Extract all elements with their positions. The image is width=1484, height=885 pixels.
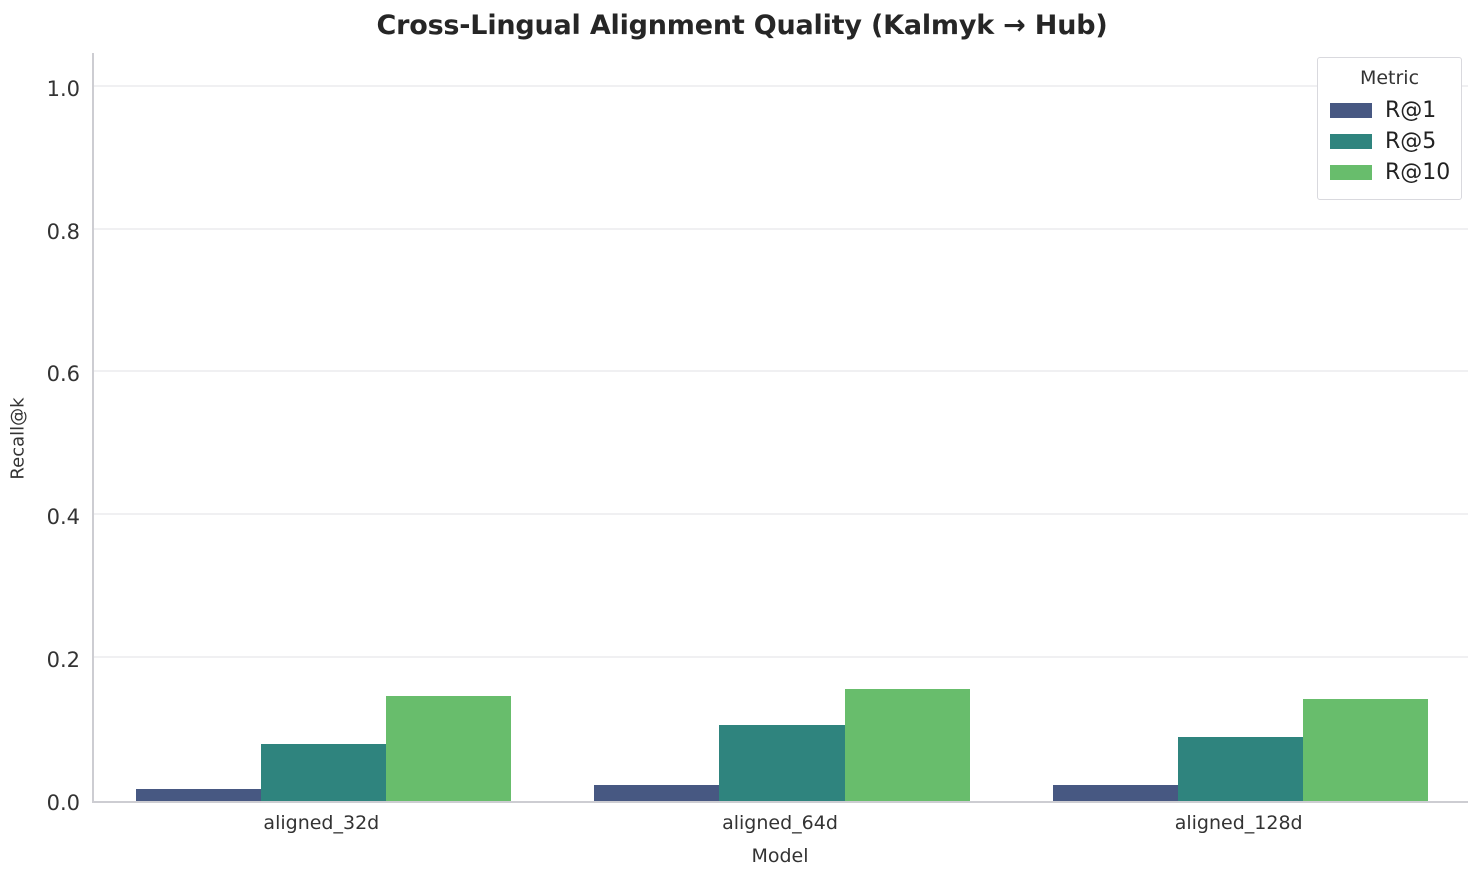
legend-label: R@5 [1385,128,1437,154]
x-tick-label: aligned_128d [1174,812,1303,834]
y-tick-label: 0.4 [46,505,80,530]
legend-rows: R@1 R@5 R@10 [1330,95,1451,188]
bar-aligned_64d-R@1 [594,784,720,801]
gridline [94,84,1468,87]
gridline [94,513,1468,516]
bar-aligned_64d-R@10 [844,688,970,801]
x-tick-label: aligned_64d [722,812,838,834]
y-tick-label: 0.2 [46,648,80,673]
legend-swatch-icon [1330,165,1372,180]
legend-label: R@10 [1385,159,1451,185]
gridline [94,227,1468,230]
gridline [94,370,1468,373]
x-axis-label: Model [751,845,809,867]
y-tick-label: 0.8 [46,219,80,244]
legend-label: R@1 [1385,97,1437,123]
legend-swatch-icon [1330,103,1372,118]
bar-aligned_64d-R@5 [719,725,845,801]
y-tick-label: 1.0 [46,76,80,101]
y-axis-label: Recall@k [7,397,29,480]
x-tick-label: aligned_32d [263,812,380,834]
legend-item-R@5[interactable]: R@5 [1330,126,1449,157]
bar-aligned_32d-R@10 [385,696,511,801]
chart-title: Cross-Lingual Alignment Quality (Kalmyk … [376,10,1108,41]
y-tick-label: 0.6 [46,362,80,387]
legend-title: Metric [1359,67,1420,89]
legend-item-R@10[interactable]: R@10 [1330,157,1451,188]
legend: Metric R@1 R@5 R@10 [1317,57,1462,200]
bar-aligned_32d-R@5 [260,743,386,801]
bar-aligned_128d-R@1 [1053,784,1179,801]
bar-aligned_128d-R@10 [1303,698,1429,801]
legend-item-R@1[interactable]: R@1 [1330,95,1449,126]
y-tick-label: 0.0 [46,791,80,815]
gridline [94,656,1468,659]
plot-area [92,53,1468,803]
bar-aligned_128d-R@5 [1178,736,1304,801]
y-axis-tick-labels: 0.0 0.2 0.4 0.6 0.8 1.0 [0,0,80,885]
bar-aligned_32d-R@1 [135,788,261,801]
legend-swatch-icon [1330,134,1372,149]
